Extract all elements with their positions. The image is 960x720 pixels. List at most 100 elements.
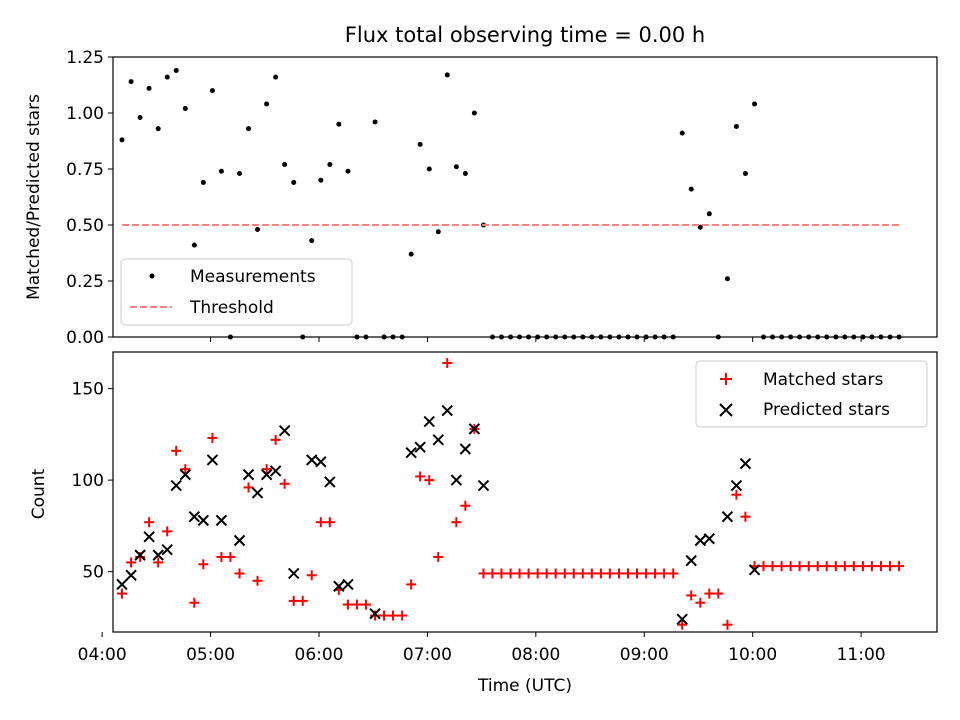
matched-star-point bbox=[261, 464, 272, 475]
predicted-star-point bbox=[288, 567, 300, 580]
x-tick-label: 08:00 bbox=[511, 645, 560, 665]
matched-star-point bbox=[731, 489, 742, 500]
matched-star-point bbox=[189, 597, 200, 608]
matched-star-point bbox=[198, 559, 209, 570]
predicted-star-point bbox=[206, 454, 219, 466]
matched-star-point bbox=[532, 568, 543, 579]
predicted-star-point bbox=[269, 465, 282, 477]
predicted-star-point bbox=[685, 554, 697, 567]
measurement-point bbox=[155, 126, 161, 132]
matched-star-point bbox=[713, 588, 724, 599]
matched-star-point bbox=[577, 568, 588, 579]
matched-star-point bbox=[243, 482, 254, 493]
matched-star-point bbox=[550, 568, 561, 579]
matched-star-point bbox=[722, 619, 733, 630]
legend-predicted-label: Predicted stars bbox=[763, 400, 890, 420]
measurement-point bbox=[237, 170, 243, 176]
matched-star-point bbox=[839, 561, 850, 572]
matched-star-point bbox=[351, 599, 362, 610]
predicted-star-point bbox=[278, 424, 291, 437]
predicted-star-point bbox=[143, 531, 155, 543]
matched-star-point bbox=[406, 579, 417, 590]
measurement-point bbox=[417, 141, 423, 147]
predicted-star-point bbox=[405, 446, 417, 459]
matched-star-point bbox=[153, 557, 164, 568]
matched-star-point bbox=[848, 561, 859, 572]
matched-star-point bbox=[523, 568, 534, 579]
y-tick-label: 1.00 bbox=[66, 104, 104, 124]
matched-star-point bbox=[821, 561, 832, 572]
matched-star-point bbox=[460, 500, 471, 511]
matched-star-point bbox=[568, 568, 579, 579]
matched-star-point bbox=[812, 561, 823, 572]
predicted-star-point bbox=[251, 487, 264, 499]
matched-star-point bbox=[541, 568, 552, 579]
predicted-star-point bbox=[179, 468, 192, 481]
y-tick-label: 0.50 bbox=[66, 216, 104, 236]
measurement-point bbox=[372, 119, 378, 125]
predicted-star-point bbox=[414, 441, 426, 453]
measurement-point bbox=[164, 74, 170, 80]
predicted-star-point bbox=[333, 580, 345, 592]
y-tick-label: 1.25 bbox=[66, 48, 104, 68]
measurement-point bbox=[264, 101, 270, 107]
matched-star-point bbox=[758, 561, 769, 572]
matched-star-point bbox=[659, 568, 670, 579]
measurement-point bbox=[336, 121, 342, 127]
top-axes-frame bbox=[112, 56, 938, 338]
x-tick-label: 06:00 bbox=[295, 645, 344, 665]
matched-star-point bbox=[803, 561, 814, 572]
predicted-star-point bbox=[306, 454, 318, 466]
predicted-star-point bbox=[260, 468, 273, 481]
measurement-point bbox=[679, 130, 685, 136]
x-tick-label: 05:00 bbox=[186, 645, 235, 665]
top-legend-box bbox=[120, 258, 353, 326]
measurement-point bbox=[752, 101, 758, 107]
matched-star-point bbox=[279, 478, 290, 489]
matched-star-point bbox=[442, 357, 453, 368]
legend-predicted-marker bbox=[719, 403, 733, 417]
predicted-star-point bbox=[676, 613, 688, 625]
matched-star-point bbox=[740, 511, 751, 522]
measurement-point bbox=[706, 211, 712, 217]
y-tick-label: 0.25 bbox=[66, 272, 104, 292]
legend-matched-label: Matched stars bbox=[763, 370, 883, 390]
bottom-x-axis-label: Time (UTC) bbox=[477, 676, 572, 696]
measurement-point bbox=[309, 238, 315, 244]
predicted-star-point bbox=[468, 423, 481, 435]
matched-star-point bbox=[379, 610, 390, 621]
matched-star-point bbox=[324, 517, 335, 528]
matched-star-point bbox=[388, 610, 399, 621]
bottom-legend: Matched stars Predicted stars bbox=[695, 360, 928, 428]
predicted-star-point bbox=[748, 564, 761, 576]
measurement-point bbox=[688, 186, 694, 192]
measurement-point bbox=[255, 226, 261, 232]
matched-star-point bbox=[496, 568, 507, 579]
matched-star-point bbox=[135, 551, 146, 562]
predicted-star-point bbox=[441, 404, 453, 417]
predicted-star-point bbox=[477, 479, 490, 492]
measurement-point bbox=[209, 88, 215, 94]
measurement-point bbox=[408, 251, 414, 257]
matched-star-point bbox=[234, 568, 245, 579]
matched-star-point bbox=[604, 568, 615, 579]
predicted-star-point bbox=[450, 474, 463, 486]
matched-star-point bbox=[866, 561, 877, 572]
bottom-axes-frame bbox=[112, 351, 938, 633]
x-tick-label: 10:00 bbox=[728, 645, 777, 665]
matched-star-point bbox=[830, 561, 841, 572]
top-chart-title: Flux total observing time = 0.00 h bbox=[345, 23, 705, 47]
predicted-star-point bbox=[324, 476, 336, 488]
measurement-point bbox=[345, 168, 351, 174]
measurement-point bbox=[318, 177, 324, 183]
matched-star-point bbox=[614, 568, 625, 579]
matched-star-point bbox=[704, 588, 715, 599]
top-legend: Measurements Threshold bbox=[120, 258, 353, 326]
predicted-star-point bbox=[188, 510, 201, 523]
bottom-y-axis-label: Count bbox=[29, 468, 49, 519]
matched-star-point bbox=[225, 551, 236, 562]
measurement-point bbox=[742, 170, 748, 176]
matched-star-point bbox=[126, 557, 137, 568]
